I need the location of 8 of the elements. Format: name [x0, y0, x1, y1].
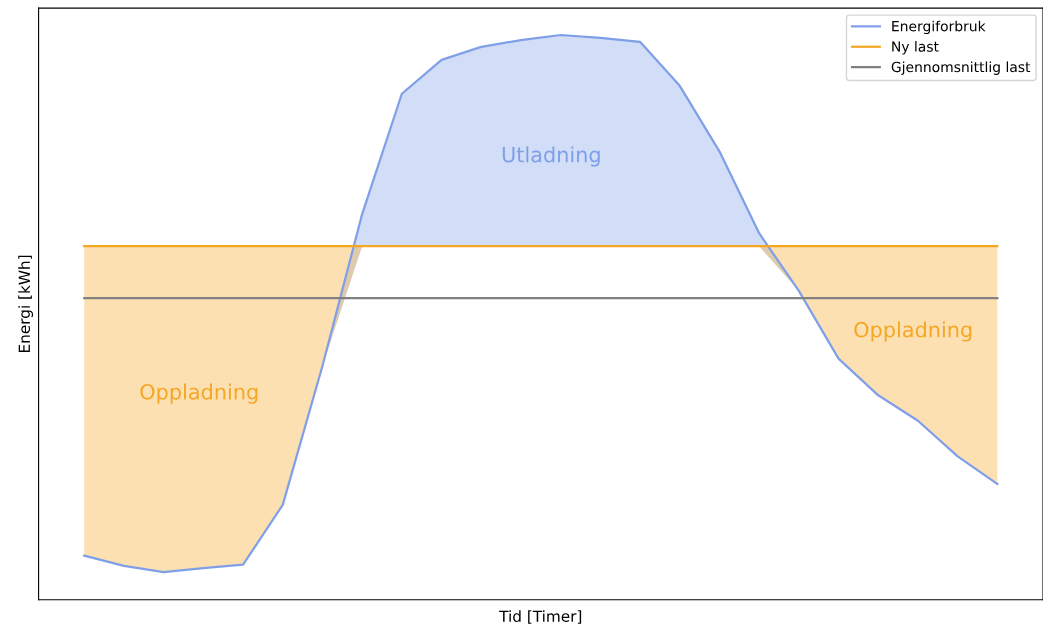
y-axis-title: Energi [kWh]: [18, 255, 34, 353]
legend-label: Gjennomsnittlig last: [891, 61, 1031, 75]
annotation: Utladning: [502, 146, 600, 167]
annotation: Oppladning: [140, 383, 258, 404]
legend-label: Ny last: [892, 41, 939, 55]
annotation: Oppladning: [854, 321, 972, 342]
legend-label: Energiforbruk: [892, 20, 986, 35]
x-axis-title: Tid [Timer]: [499, 610, 582, 624]
